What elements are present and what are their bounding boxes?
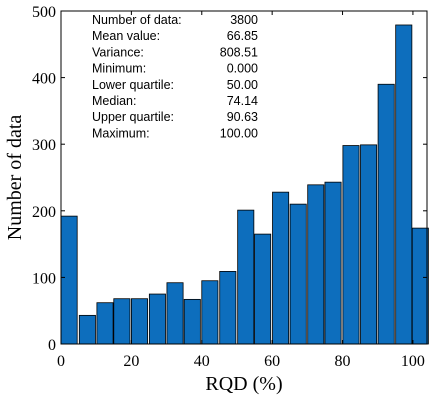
histogram-bar-10 [219, 271, 237, 345]
y-tick-label: 300 [32, 137, 56, 154]
histogram-bar-7 [166, 282, 184, 345]
stat-label: Median: [92, 94, 136, 108]
histogram-bar-6 [148, 293, 166, 345]
histogram-bar-15 [307, 184, 325, 345]
x-tick-label: 80 [335, 353, 351, 370]
y-tick-label: 400 [32, 71, 56, 88]
histogram-bar-2 [78, 314, 96, 345]
histogram-bar-8 [183, 298, 201, 345]
y-tick-label: 100 [32, 270, 56, 287]
stat-label: Lower quartile: [92, 78, 174, 92]
y-tick-label: 200 [32, 204, 56, 221]
histogram-bar-17 [342, 145, 360, 345]
histogram-bar-19 [377, 83, 395, 345]
plot-frame [60, 10, 428, 345]
stat-value: 50.00 [227, 78, 258, 92]
stat-label: Number of data: [92, 13, 182, 27]
stat-value: 0.000 [227, 62, 258, 76]
y-axis-title: Number of data [4, 115, 26, 241]
x-tick-label: 40 [194, 353, 210, 370]
stat-value: 66.85 [227, 29, 258, 43]
histogram-bar-21 [411, 227, 429, 345]
x-tick-label: 0 [57, 353, 65, 370]
stat-label: Minimum: [92, 62, 146, 76]
stat-value: 100.00 [220, 126, 258, 140]
stat-value: 808.51 [220, 45, 258, 59]
histogram-bar-18 [360, 144, 378, 345]
y-tick-label: 500 [32, 4, 56, 21]
histogram-bar-16 [324, 181, 342, 345]
x-tick-label: 20 [123, 353, 139, 370]
x-axis-title: RQD (%) [205, 373, 282, 395]
histogram-bar-5 [130, 298, 148, 345]
histogram-bar-12 [254, 233, 272, 345]
stat-label: Upper quartile: [92, 110, 174, 124]
histogram-bar-4 [113, 298, 131, 345]
x-tick-label: 60 [264, 353, 280, 370]
histogram-bar-3 [96, 302, 114, 345]
ticks-group: 0 20 40 60 80 100 0 100 200 300 400 500 [32, 4, 427, 370]
stat-label: Mean value: [92, 29, 160, 43]
histogram-bar-14 [289, 203, 307, 345]
statistics-box: Number of data: 3800 Mean value: 66.85 Varia… [92, 13, 258, 140]
stat-value: 3800 [230, 13, 258, 27]
histogram-bar-11 [237, 209, 255, 345]
stat-value: 90.63 [227, 110, 258, 124]
stat-label: Maximum: [92, 126, 150, 140]
histogram-bar-1 [60, 215, 78, 345]
y-tick-label: 0 [48, 337, 56, 354]
bars-group [60, 24, 429, 345]
stat-value: 74.14 [227, 94, 258, 108]
stat-label: Variance: [92, 45, 144, 59]
histogram-bar-20 [395, 24, 413, 345]
x-tick-label: 100 [401, 353, 425, 370]
axes-group [60, 10, 428, 345]
histogram-bar-13 [272, 191, 290, 345]
histogram-bar-9 [201, 280, 219, 345]
